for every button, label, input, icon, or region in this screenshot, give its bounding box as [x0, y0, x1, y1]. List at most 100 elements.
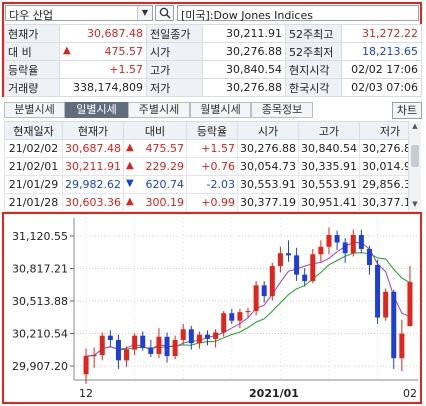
table-scrollbar[interactable]: ▲ ▼ [408, 121, 421, 210]
cell-text: 475.57 [145, 142, 185, 155]
tab-2[interactable]: 일별시세 [65, 102, 128, 118]
candle-body [91, 354, 97, 357]
cell-diff: ▲ 229.29 [123, 157, 187, 176]
cell-text: 30,335.91 [300, 160, 357, 173]
cell-low: 30,377.19 [358, 193, 421, 212]
quote-label: 현재가 [4, 24, 60, 43]
candle-body [294, 255, 300, 275]
table-row[interactable]: 21/02/02 30,687.48 ▲ 475.57 +1.57 30,276.88 30… [4, 139, 421, 158]
candle-body [326, 234, 332, 247]
candle-body [164, 336, 170, 357]
cell-high: 30,951.41 [297, 193, 360, 212]
cell-text: 300.19 [145, 196, 185, 209]
column-header[interactable]: 등락율 [186, 121, 238, 140]
cell-diff: ▼ 620.74 [123, 175, 187, 194]
cell-date: 21/01/29 [4, 175, 63, 194]
tab-3[interactable]: 주별시세 [128, 102, 190, 118]
symbol-name: [미국]:Dow Jones Indices [181, 9, 313, 22]
candle-body [342, 242, 348, 254]
tab-1[interactable]: 분별시세 [4, 102, 65, 118]
quote-value: 30,276.88 [202, 42, 286, 61]
candle-body [221, 313, 227, 333]
cell-text: 229.29 [145, 160, 185, 173]
candlestick-chart[interactable]: 31,120.55 30,817.21 30,513.88 30,210.54 29,9… [4, 214, 420, 402]
quote-value-text: 475.57 [104, 45, 144, 58]
column-header[interactable]: 대비 [123, 121, 187, 140]
candle-body [366, 248, 372, 265]
up-arrow-icon: ▲ [126, 142, 134, 153]
quote-label: 현지시각 [285, 60, 342, 79]
market-select[interactable]: 다우 산업 ▼ [5, 5, 153, 22]
up-arrow-icon: ▲ [126, 196, 134, 207]
table-row[interactable]: 21/01/28 30,603.36 ▲ 300.19 +0.99 30,377.19 30… [4, 193, 421, 212]
cell-text: 30,276.88 [240, 142, 296, 155]
quote-value-text: 30,276.88 [226, 45, 282, 58]
candle-body [269, 266, 275, 297]
y-tick-label: 30,817.21 [12, 263, 68, 276]
candle-body [83, 356, 89, 375]
cell-text: 30,014.97 [361, 160, 418, 173]
quote-value: 338,174,809 [59, 78, 147, 97]
cell-open: 30,553.91 [237, 175, 299, 194]
column-header[interactable]: 현재일자 [4, 121, 63, 140]
candle-body [383, 291, 389, 318]
tab-4[interactable]: 월별시세 [190, 102, 251, 118]
daily-price-table: 현재일자 현재가 대비 등락율 시가 고가 저가 21/02/02 30,687.48 ▲ 475… [4, 121, 421, 212]
cell-open: 30,054.73 [237, 157, 299, 176]
market-select-value: 다우 산업 [9, 9, 53, 22]
table-row[interactable]: 21/02/01 30,211.91 ▲ 229.29 +0.76 30,054.73 30… [4, 157, 421, 176]
cell-text: 30,951.41 [300, 196, 357, 209]
tab-5[interactable]: 종목정보 [251, 102, 313, 118]
cell-text: +1.57 [201, 142, 235, 155]
cell-diff: ▲ 300.19 [123, 193, 187, 212]
scroll-up-icon[interactable]: ▲ [412, 122, 418, 130]
cell-open: 30,276.88 [237, 139, 299, 158]
cell-text: 30,211.91 [65, 160, 121, 173]
cell-date: 21/02/01 [4, 157, 63, 176]
candle-body [253, 285, 259, 312]
chart-button[interactable]: 차트 [392, 102, 422, 119]
quote-value-text: 30,840.54 [226, 63, 282, 76]
quote-label: 시가 [146, 42, 203, 61]
column-header[interactable]: 고가 [297, 121, 360, 140]
cell-rate: +1.57 [186, 139, 238, 158]
candle-body [237, 312, 243, 321]
cell-text: 29,982.62 [65, 178, 121, 191]
cell-close: 29,982.62 [62, 175, 124, 194]
quote-table: 현재가 30,687.48 전일종가 30,211.91 52주최고 31,272.22 대… [4, 24, 422, 97]
scroll-down-icon[interactable]: ▼ [412, 200, 418, 208]
cell-text: -2.03 [206, 178, 235, 191]
candle-body [407, 282, 413, 327]
scroll-thumb[interactable] [411, 145, 419, 167]
chart-panel-highlight [2, 212, 422, 404]
search-button[interactable] [155, 5, 174, 21]
cell-high: 30,335.91 [297, 157, 360, 176]
quote-value: 30,211.91 [202, 24, 286, 43]
candle-body [277, 253, 283, 267]
column-header[interactable]: 현재가 [62, 121, 124, 140]
column-header[interactable]: 시가 [237, 121, 299, 140]
down-arrow-icon: ▼ [126, 178, 134, 189]
cell-text: 30,054.73 [240, 160, 296, 173]
quote-value-text: 30,211.91 [226, 27, 282, 40]
cell-rate: +0.99 [186, 193, 238, 212]
candle-body [99, 335, 105, 355]
column-header[interactable]: 저가 [358, 121, 421, 140]
quote-value-text: 30,276.88 [226, 81, 282, 94]
quote-label: 저가 [146, 78, 203, 97]
cell-text: 30,687.48 [65, 142, 121, 155]
y-tick-label: 30,513.88 [12, 295, 68, 308]
cell-text: 30,276.88 [361, 142, 418, 155]
candle-body [399, 333, 405, 359]
symbol-field[interactable]: [미국]:Dow Jones Indices [177, 5, 419, 22]
y-tick-label: 31,120.55 [12, 230, 68, 243]
cell-close: 30,603.36 [62, 193, 124, 212]
candle-body [205, 334, 211, 339]
quote-value: 31,272.22 [341, 24, 422, 43]
ma-short-line [85, 241, 411, 357]
quote-value: 02/02 17:06 [341, 60, 422, 79]
table-row[interactable]: 21/01/29 29,982.62 ▼ 620.74 -2.03 30,553.91 30… [4, 175, 421, 194]
chevron-down-icon[interactable]: ▼ [137, 6, 152, 20]
cell-text: 30,553.91 [240, 178, 296, 191]
cell-text: 30,603.36 [65, 196, 121, 209]
